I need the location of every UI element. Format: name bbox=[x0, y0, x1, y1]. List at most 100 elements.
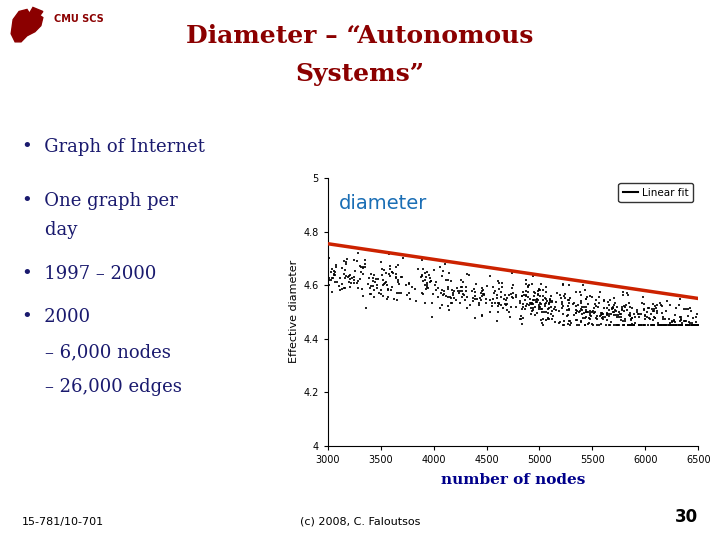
Point bbox=[589, 300, 600, 309]
Point bbox=[603, 311, 615, 320]
Point bbox=[338, 256, 349, 265]
Point bbox=[492, 276, 503, 285]
Point bbox=[675, 321, 686, 329]
Point bbox=[580, 285, 591, 294]
Point bbox=[380, 269, 392, 278]
Point bbox=[390, 274, 401, 282]
Point bbox=[618, 321, 629, 329]
Point bbox=[449, 294, 460, 302]
Point bbox=[670, 321, 682, 329]
Point bbox=[385, 286, 397, 295]
Point bbox=[364, 284, 376, 292]
Point bbox=[471, 280, 482, 288]
Point bbox=[616, 316, 627, 325]
Point bbox=[523, 283, 534, 292]
Point bbox=[487, 295, 498, 303]
Point bbox=[387, 268, 398, 276]
Point bbox=[392, 278, 403, 286]
Point bbox=[422, 283, 433, 292]
Point bbox=[469, 313, 481, 322]
Point bbox=[580, 295, 592, 303]
Point bbox=[604, 296, 616, 305]
Point bbox=[450, 296, 462, 305]
Point bbox=[518, 291, 530, 299]
Point bbox=[487, 299, 498, 308]
Point bbox=[415, 273, 427, 281]
Point bbox=[409, 285, 420, 293]
Point bbox=[618, 307, 629, 316]
Point bbox=[523, 301, 534, 309]
Point bbox=[554, 291, 566, 300]
Point bbox=[380, 278, 392, 286]
Point bbox=[348, 276, 360, 285]
Point bbox=[577, 313, 589, 322]
Point bbox=[636, 298, 647, 307]
Point bbox=[544, 300, 555, 308]
Point bbox=[577, 306, 588, 314]
Point bbox=[618, 291, 629, 300]
Point bbox=[640, 310, 652, 319]
Point bbox=[647, 300, 659, 309]
Text: CMU SCS: CMU SCS bbox=[54, 14, 104, 24]
Point bbox=[493, 299, 505, 307]
Point bbox=[580, 308, 592, 316]
Point bbox=[404, 295, 415, 304]
Point bbox=[568, 299, 580, 307]
Point bbox=[528, 295, 540, 304]
Point bbox=[611, 306, 622, 315]
Point bbox=[550, 305, 562, 314]
Point bbox=[662, 321, 674, 329]
Point bbox=[602, 311, 613, 320]
Point bbox=[544, 299, 555, 308]
Point bbox=[377, 275, 389, 284]
Point bbox=[505, 302, 517, 311]
Point bbox=[534, 286, 545, 294]
Point bbox=[565, 319, 577, 327]
Point bbox=[486, 301, 498, 310]
Point bbox=[390, 273, 402, 282]
Point bbox=[559, 294, 570, 302]
Point bbox=[645, 321, 657, 329]
Point bbox=[420, 279, 432, 287]
Point bbox=[353, 249, 364, 258]
Point bbox=[339, 266, 351, 274]
Point bbox=[664, 321, 675, 329]
Point bbox=[382, 281, 393, 289]
Point bbox=[391, 288, 402, 297]
Point bbox=[516, 305, 527, 313]
Point bbox=[492, 291, 503, 299]
Point bbox=[498, 303, 509, 312]
Point bbox=[607, 308, 618, 316]
Point bbox=[605, 321, 616, 329]
Point bbox=[510, 292, 521, 301]
Point bbox=[354, 262, 366, 271]
Point bbox=[546, 314, 558, 323]
Point bbox=[536, 316, 547, 325]
Point bbox=[559, 290, 570, 299]
Point bbox=[613, 321, 624, 329]
Legend: Linear fit: Linear fit bbox=[618, 184, 693, 202]
Point bbox=[665, 301, 676, 309]
Point bbox=[455, 282, 467, 291]
Point bbox=[526, 299, 537, 307]
Point bbox=[682, 321, 693, 329]
Point bbox=[567, 299, 578, 308]
Point bbox=[546, 297, 558, 306]
Point bbox=[523, 282, 534, 291]
Point bbox=[662, 296, 673, 305]
Point bbox=[676, 321, 688, 329]
Point bbox=[526, 310, 537, 319]
Point bbox=[626, 314, 637, 322]
Point bbox=[668, 321, 680, 329]
Point bbox=[624, 321, 636, 329]
Point bbox=[518, 299, 529, 308]
Point bbox=[620, 300, 631, 309]
Point bbox=[606, 303, 618, 312]
Point bbox=[410, 297, 422, 306]
Point bbox=[436, 301, 447, 310]
Point bbox=[674, 316, 685, 325]
Point bbox=[655, 301, 667, 309]
Point bbox=[687, 321, 698, 329]
Point bbox=[328, 273, 339, 282]
Point bbox=[589, 308, 600, 316]
